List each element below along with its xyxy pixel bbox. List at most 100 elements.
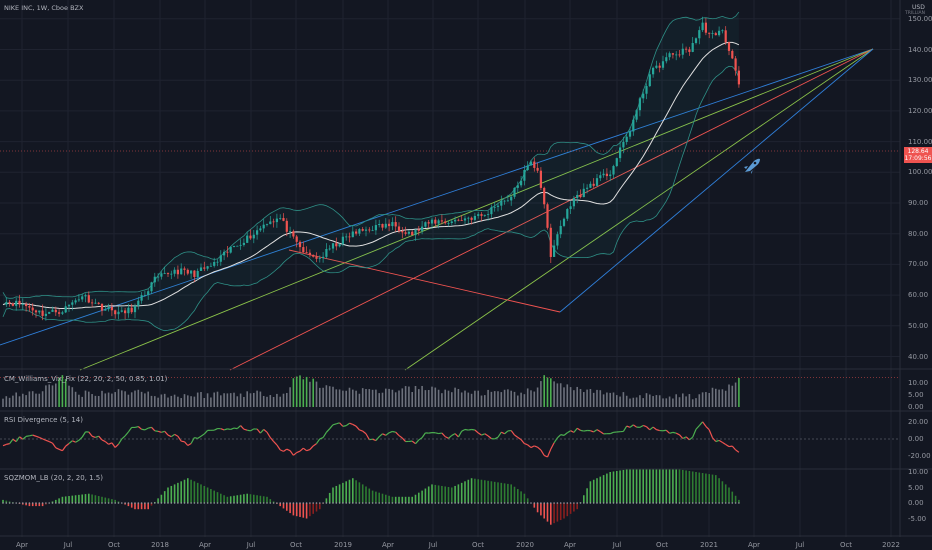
rsi-segment bbox=[332, 423, 337, 426]
rsi-segment bbox=[181, 440, 185, 443]
sqz-dot bbox=[345, 502, 348, 504]
time-tick-label: Oct bbox=[471, 541, 485, 549]
candle-body bbox=[427, 222, 430, 224]
sqz-dot bbox=[282, 502, 285, 504]
candle-body bbox=[622, 141, 625, 148]
rsi-segment bbox=[190, 437, 195, 444]
sqz-dot bbox=[206, 502, 209, 504]
rsi-segment bbox=[101, 439, 106, 443]
candle-body bbox=[404, 232, 407, 234]
candle-body bbox=[391, 222, 394, 227]
candle-body bbox=[143, 295, 146, 296]
sqz-dot bbox=[107, 502, 110, 504]
sqz-dot bbox=[411, 502, 414, 504]
sqz-dot bbox=[233, 502, 235, 504]
candle-body bbox=[239, 244, 242, 246]
sqz-dot bbox=[721, 502, 724, 504]
candle-body bbox=[397, 226, 401, 231]
rsi-segment bbox=[72, 440, 76, 443]
rsi-segment bbox=[583, 429, 588, 432]
candle-body bbox=[619, 147, 622, 159]
grid-layer bbox=[0, 0, 900, 537]
time-tick-label: Oct bbox=[839, 541, 853, 549]
rocket-icon[interactable] bbox=[742, 157, 762, 175]
sqz-dot bbox=[5, 502, 8, 504]
rsi-divergence-line bbox=[0, 421, 900, 458]
candle-body bbox=[259, 228, 262, 231]
rsi-segment bbox=[669, 431, 674, 434]
rsi-segment bbox=[474, 429, 479, 434]
rsi-segment bbox=[593, 429, 598, 433]
candle-body bbox=[374, 225, 377, 231]
sqz-dot bbox=[8, 502, 11, 504]
candle-body bbox=[114, 310, 117, 315]
candle-body bbox=[160, 273, 163, 277]
candle-body bbox=[140, 295, 143, 301]
candle-body bbox=[635, 110, 638, 120]
fan-line-green-1 bbox=[79, 48, 874, 371]
rsi-segment bbox=[609, 431, 614, 435]
sqz-dot bbox=[243, 502, 245, 504]
sqz-dot bbox=[639, 502, 641, 504]
candle-body bbox=[652, 67, 655, 75]
candle-body bbox=[576, 194, 579, 199]
candle-body bbox=[318, 258, 321, 259]
rsi-segment bbox=[468, 428, 472, 431]
candle-body bbox=[38, 310, 41, 313]
sqz-dot bbox=[289, 502, 291, 504]
rsi-segment bbox=[639, 424, 644, 428]
rsi-segment bbox=[698, 421, 704, 427]
rsi-segment bbox=[510, 430, 515, 436]
rsi-segment bbox=[435, 432, 439, 435]
sqz-dot bbox=[685, 502, 687, 504]
rsi-segment bbox=[464, 428, 469, 431]
rsi-indicator-title[interactable]: RSI Divergence (5, 14) bbox=[4, 416, 83, 424]
candle-body bbox=[721, 30, 724, 32]
rsi-segment bbox=[494, 436, 499, 440]
bollinger-upper bbox=[2, 11, 740, 299]
rsi-segment bbox=[9, 438, 14, 444]
candle-body bbox=[628, 131, 632, 137]
candle-body bbox=[361, 229, 364, 231]
rsi-segment bbox=[29, 434, 33, 437]
rsi-segment bbox=[170, 433, 175, 438]
fan-line-lower bbox=[559, 48, 874, 313]
price-tick-label: 60.00 bbox=[908, 291, 929, 300]
candle-body bbox=[308, 252, 311, 255]
candle-body bbox=[81, 296, 84, 300]
candle-body bbox=[305, 252, 308, 254]
sqz-dot bbox=[698, 502, 701, 504]
sqz-dot bbox=[35, 502, 37, 504]
sqz-dot bbox=[642, 502, 644, 504]
rsi-segment bbox=[325, 428, 331, 433]
rsi-segment bbox=[134, 425, 139, 429]
candle-body bbox=[31, 307, 34, 311]
candle-body bbox=[133, 305, 137, 313]
candle-body bbox=[358, 229, 361, 234]
rsi-segment bbox=[487, 435, 492, 440]
sqz-dot bbox=[64, 502, 67, 504]
sqz-dot bbox=[404, 502, 407, 504]
candle-body bbox=[104, 309, 107, 311]
price-tick-label: 90.00 bbox=[908, 199, 929, 207]
sqz-indicator-title[interactable]: SQZMOM_LB (20, 2, 20, 1.5) bbox=[4, 474, 103, 482]
candle-body bbox=[384, 223, 387, 228]
rsi-segment bbox=[646, 426, 651, 431]
rsi-segment bbox=[289, 450, 294, 456]
vix-indicator-title[interactable]: CM_Williams_Vix_Fix (22, 20, 2, 50, 0.85… bbox=[4, 375, 168, 383]
candle-body bbox=[520, 180, 523, 186]
candle-body bbox=[107, 306, 110, 310]
rsi-segment bbox=[52, 442, 57, 449]
price-tick-label: 120.00 bbox=[908, 106, 932, 115]
sqz-dot bbox=[295, 502, 298, 504]
candle-body bbox=[450, 221, 453, 224]
candle-body bbox=[5, 302, 8, 305]
candle-body bbox=[97, 302, 100, 304]
sqz-dot bbox=[375, 502, 377, 504]
candle-body bbox=[262, 224, 265, 229]
candle-body bbox=[487, 214, 490, 215]
sqz-dot bbox=[682, 502, 684, 504]
candle-body bbox=[87, 295, 90, 303]
sqz-dot bbox=[434, 502, 437, 504]
